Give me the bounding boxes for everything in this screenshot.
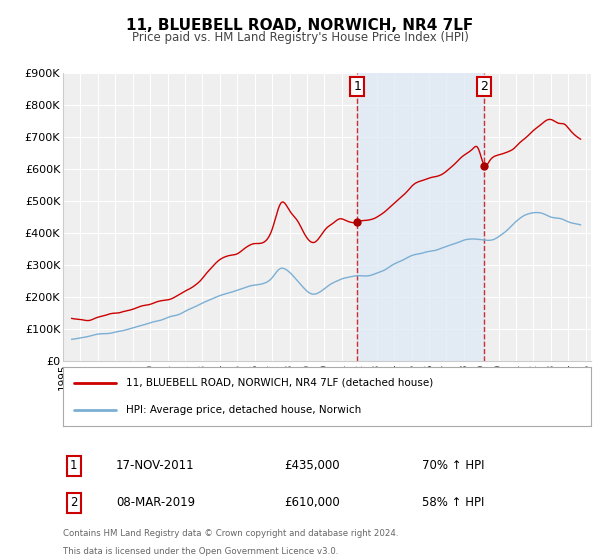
Text: 11, BLUEBELL ROAD, NORWICH, NR4 7LF (detached house): 11, BLUEBELL ROAD, NORWICH, NR4 7LF (det… bbox=[127, 377, 434, 388]
Text: 58% ↑ HPI: 58% ↑ HPI bbox=[422, 496, 484, 510]
Bar bbox=[357, 73, 484, 361]
Text: HPI: Average price, detached house, Norwich: HPI: Average price, detached house, Norw… bbox=[127, 405, 362, 415]
Text: 70% ↑ HPI: 70% ↑ HPI bbox=[422, 459, 484, 473]
Text: This data is licensed under the Open Government Licence v3.0.: This data is licensed under the Open Gov… bbox=[63, 547, 338, 556]
Text: 1: 1 bbox=[70, 459, 77, 473]
Text: Contains HM Land Registry data © Crown copyright and database right 2024.: Contains HM Land Registry data © Crown c… bbox=[63, 529, 398, 538]
Text: £610,000: £610,000 bbox=[284, 496, 340, 510]
Text: 17-NOV-2011: 17-NOV-2011 bbox=[116, 459, 194, 473]
Text: 2: 2 bbox=[481, 80, 488, 93]
Text: 08-MAR-2019: 08-MAR-2019 bbox=[116, 496, 195, 510]
Text: 2: 2 bbox=[70, 496, 77, 510]
Text: £435,000: £435,000 bbox=[284, 459, 340, 473]
Text: Price paid vs. HM Land Registry's House Price Index (HPI): Price paid vs. HM Land Registry's House … bbox=[131, 31, 469, 44]
Text: 1: 1 bbox=[353, 80, 361, 93]
Text: 11, BLUEBELL ROAD, NORWICH, NR4 7LF: 11, BLUEBELL ROAD, NORWICH, NR4 7LF bbox=[127, 18, 473, 33]
